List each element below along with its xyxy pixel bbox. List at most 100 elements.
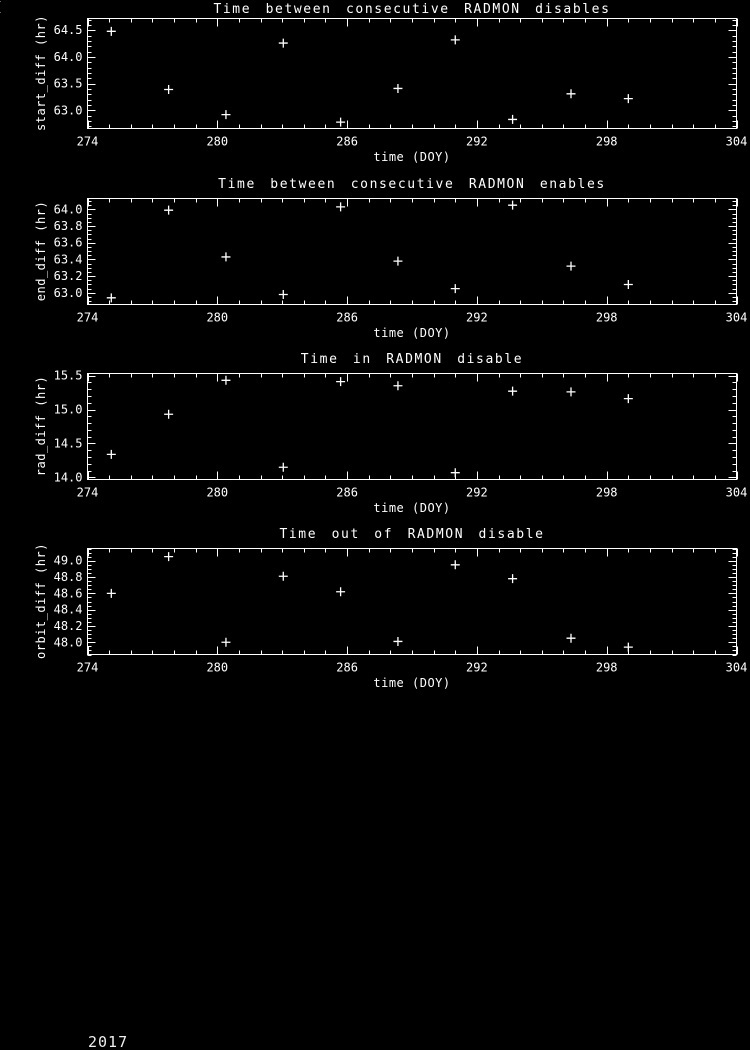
data-point-marker xyxy=(164,409,174,419)
data-point-marker xyxy=(450,468,460,478)
tick-label: 63.5 xyxy=(54,77,83,91)
data-point-marker xyxy=(164,85,174,95)
tick-label: 64.5 xyxy=(54,23,83,37)
tick-label: 280 xyxy=(206,486,228,500)
data-point-marker xyxy=(221,637,231,647)
tick-label: 48.0 xyxy=(54,635,83,649)
chart-title: Time in RADMON disable xyxy=(300,352,524,367)
tick-label: 292 xyxy=(466,311,488,325)
tick-label: 286 xyxy=(336,311,358,325)
chart-title: Time out of RADMON disable xyxy=(279,527,545,542)
plot-canvas: 274 280 286 292 298 304 63.0 63.2 63.4 63.6 63.8 64… xyxy=(54,198,748,325)
tick-label: 48.4 xyxy=(54,603,83,617)
tick-label: 292 xyxy=(466,661,488,675)
data-point-marker xyxy=(336,587,346,597)
data-point-marker xyxy=(566,89,576,99)
plot-frame xyxy=(87,18,737,129)
plot-frame xyxy=(87,548,737,655)
data-point-marker xyxy=(623,279,633,289)
tick-label: 63.4 xyxy=(54,252,83,266)
data-point-marker xyxy=(566,261,576,271)
tick-label: 63.2 xyxy=(54,269,83,283)
data-point-marker xyxy=(221,252,231,262)
data-point-marker xyxy=(566,387,576,397)
data-point-marker xyxy=(164,552,174,562)
tick-label: 49.0 xyxy=(54,554,83,568)
tick-label: 298 xyxy=(596,486,618,500)
tick-label: 274 xyxy=(77,661,99,675)
tick-label: 292 xyxy=(466,135,488,149)
data-point-marker xyxy=(278,289,288,299)
tick-label: 298 xyxy=(596,135,618,149)
data-point-marker xyxy=(221,110,231,120)
x-axis-label: time (DOY) xyxy=(373,150,451,164)
data-point-marker xyxy=(106,293,116,303)
data-point-marker xyxy=(508,114,518,124)
data-point-marker xyxy=(566,633,576,643)
plot-canvas: 274 280 286 292 298 304 48.0 48.2 48.4 48.6 48.8 49… xyxy=(54,548,748,675)
plot-canvas: 274 280 286 292 298 304 63.0 63.5 64.0 64.5 xyxy=(54,18,748,149)
data-point-marker xyxy=(106,588,116,598)
tick-label: 286 xyxy=(336,486,358,500)
tick-label: 48.8 xyxy=(54,570,83,584)
data-point-marker xyxy=(278,571,288,581)
data-point-marker xyxy=(393,83,403,93)
tick-label: 280 xyxy=(206,661,228,675)
chart-title: Time between consecutive RADMON disables xyxy=(213,2,611,17)
tick-label: 14.5 xyxy=(54,436,83,450)
tick-label: 274 xyxy=(77,311,99,325)
tick-label: 304 xyxy=(726,135,748,149)
data-point-marker xyxy=(623,94,633,104)
chart-start-diff: Time between consecutive RADMON disables… xyxy=(0,0,750,175)
plot-frame xyxy=(87,373,737,480)
x-axis-label: time (DOY) xyxy=(373,676,451,690)
data-point-marker xyxy=(508,574,518,584)
data-point-marker xyxy=(278,462,288,472)
data-point-marker xyxy=(450,560,460,570)
tick-label: 286 xyxy=(336,135,358,149)
data-point-marker xyxy=(393,381,403,391)
year-label: 2017 xyxy=(88,1033,129,1050)
tick-label: 274 xyxy=(77,135,99,149)
chart-title: Time between consecutive RADMON enables xyxy=(218,177,606,192)
tick-label: 48.6 xyxy=(54,586,83,600)
data-point-marker xyxy=(336,377,346,387)
tick-label: 280 xyxy=(206,311,228,325)
data-point-marker xyxy=(508,386,518,396)
tick-label: 63.6 xyxy=(54,236,83,250)
data-point-marker xyxy=(336,117,346,127)
data-point-marker xyxy=(508,200,518,210)
data-point-marker xyxy=(106,26,116,36)
plot-frame xyxy=(87,198,737,305)
tick-label: 48.2 xyxy=(54,619,83,633)
tick-label: 304 xyxy=(726,311,748,325)
data-point-marker xyxy=(623,642,633,652)
tick-label: 286 xyxy=(336,661,358,675)
chart-end-diff: Time between consecutive RADMON enables … xyxy=(0,175,750,350)
tick-label: 64.0 xyxy=(54,50,83,64)
x-axis-label: time (DOY) xyxy=(373,501,451,515)
tick-label: 63.0 xyxy=(54,103,83,117)
tick-label: 304 xyxy=(726,661,748,675)
x-axis-label: time (DOY) xyxy=(373,326,451,340)
tick-label: 63.8 xyxy=(54,219,83,233)
tick-label: 292 xyxy=(466,486,488,500)
tick-label: 274 xyxy=(77,486,99,500)
tick-label: 64.0 xyxy=(54,202,83,216)
data-point-marker xyxy=(336,202,346,212)
tick-label: 298 xyxy=(596,311,618,325)
data-point-marker xyxy=(106,449,116,459)
plot-canvas: 274 280 286 292 298 304 14.0 14.5 15.0 15.5 xyxy=(54,369,748,500)
data-point-marker xyxy=(450,284,460,294)
clipped-glyph-fragment: ( xyxy=(0,0,3,15)
tick-label: 298 xyxy=(596,661,618,675)
data-point-marker xyxy=(623,394,633,404)
tick-label: 63.0 xyxy=(54,286,83,300)
tick-label: 14.0 xyxy=(54,470,83,484)
chart-rad-diff: Time in RADMON disable rad_diff (hr) 274… xyxy=(0,350,750,525)
data-point-marker xyxy=(278,38,288,48)
tick-label: 280 xyxy=(206,135,228,149)
chart-orbit-diff: Time out of RADMON disable orbit_diff (h… xyxy=(0,525,750,700)
data-point-marker xyxy=(164,205,174,215)
